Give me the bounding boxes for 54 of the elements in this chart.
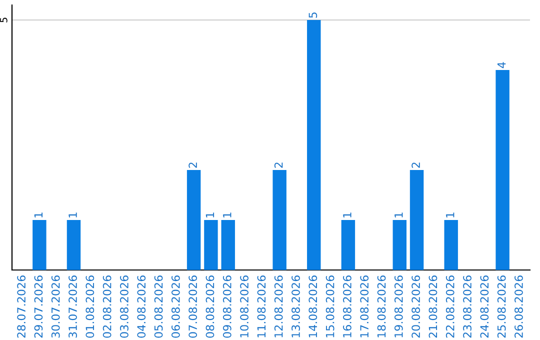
data-label: 1 [394, 212, 403, 218]
bar [410, 170, 424, 270]
x-tick-label: 15.08.2026 [326, 276, 334, 338]
x-tick-label: 04.08.2026 [137, 276, 146, 338]
x-tick-label: 22.08.2026 [446, 276, 454, 338]
x-tick-label: 14.08.2026 [308, 276, 318, 338]
data-label: 2 [412, 162, 420, 168]
data-label: 2 [188, 162, 197, 168]
x-tick-label: 02.08.2026 [102, 276, 112, 338]
x-tick-label: 06.08.2026 [171, 276, 180, 338]
bar [496, 70, 510, 270]
x-tick-label: 28.07.2026 [17, 276, 26, 338]
bar [341, 220, 356, 270]
x-tick-label: 09.08.2026 [222, 276, 232, 338]
data-label: 2 [274, 162, 283, 168]
x-tick-label: 16.08.2026 [343, 276, 352, 338]
data-label: 5 [308, 12, 318, 18]
x-tick-label: 08.08.2026 [206, 276, 214, 338]
x-tick-label: 23.08.2026 [463, 276, 472, 338]
data-label: 1 [446, 212, 454, 218]
bar [272, 170, 286, 270]
bar [186, 170, 201, 270]
bar [307, 20, 321, 270]
data-label: 4 [498, 62, 506, 68]
bar [221, 220, 235, 270]
x-tick-label: 17.08.2026 [360, 276, 369, 338]
bar [204, 220, 218, 270]
x-tick-label: 11.08.2026 [257, 276, 266, 338]
x-tick-label: 19.08.2026 [394, 276, 403, 338]
data-label: 1 [68, 212, 77, 218]
x-tick-label: 24.08.2026 [480, 276, 489, 338]
data-label: 1 [223, 212, 232, 218]
data-label: 1 [34, 212, 43, 218]
x-tick-label: 10.08.2026 [240, 276, 248, 338]
bar [444, 220, 458, 270]
x-tick-label: 13.08.2026 [292, 276, 300, 338]
x-tick-label: 18.08.2026 [377, 276, 386, 338]
x-tick-label: 21.08.2026 [428, 276, 438, 338]
bar [392, 220, 407, 270]
x-tick-label: 26.08.2026 [514, 276, 523, 338]
x-tick-label: 20.08.2026 [412, 276, 420, 338]
x-tick-label: 31.07.2026 [68, 276, 77, 338]
bar [32, 220, 46, 270]
x-tick-label: 01.08.2026 [86, 276, 94, 338]
data-label: 1 [206, 212, 214, 218]
bar [66, 220, 81, 270]
x-tick-label: 12.08.2026 [274, 276, 283, 338]
x-tick-label: 25.08.2026 [497, 276, 506, 338]
x-tick-label: 29.07.2026 [34, 276, 43, 338]
x-tick-label: 03.08.2026 [120, 276, 128, 338]
x-tick-label: 05.08.2026 [154, 276, 163, 338]
x-tick-label: 07.08.2026 [188, 276, 198, 338]
data-label: 1 [343, 212, 352, 218]
x-tick-label: 30.07.2026 [51, 276, 60, 338]
